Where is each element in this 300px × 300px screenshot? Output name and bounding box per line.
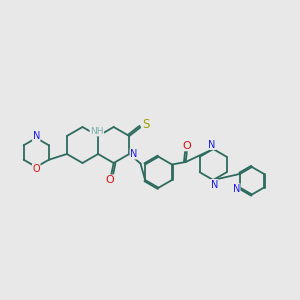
Text: O: O [32, 164, 40, 174]
Text: NH: NH [90, 127, 104, 136]
Text: N: N [130, 149, 137, 159]
Text: S: S [142, 118, 149, 131]
Text: N: N [33, 131, 40, 141]
Text: N: N [232, 184, 240, 194]
Text: O: O [183, 141, 191, 151]
Text: N: N [211, 179, 218, 190]
Text: N: N [208, 140, 216, 149]
Text: O: O [106, 175, 114, 185]
